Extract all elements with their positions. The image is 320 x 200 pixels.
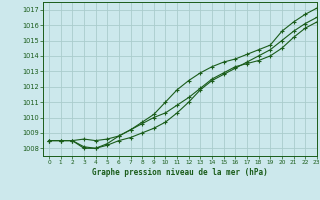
X-axis label: Graphe pression niveau de la mer (hPa): Graphe pression niveau de la mer (hPa) [92, 168, 268, 177]
